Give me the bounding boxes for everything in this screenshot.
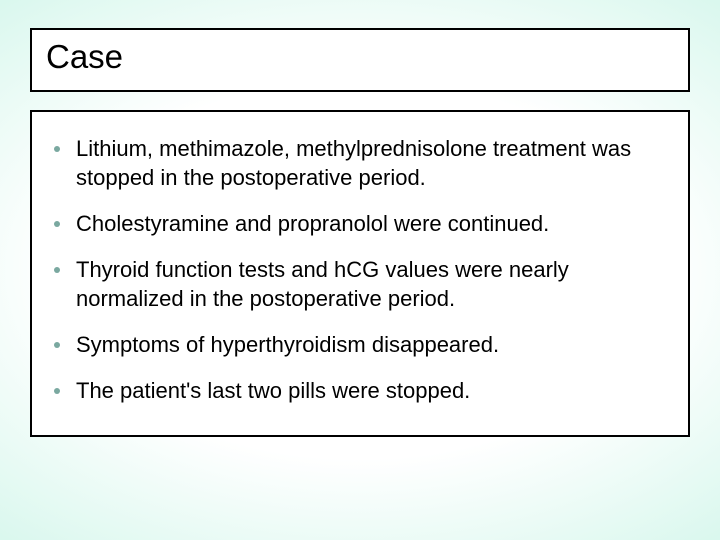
list-item: Cholestyramine and propranolol were cont… — [50, 200, 670, 246]
bullet-icon — [54, 388, 60, 394]
list-item: Symptoms of hyperthyroidism disappeared. — [50, 321, 670, 367]
slide: Case Lithium, methimazole, methylprednis… — [0, 0, 720, 540]
bullet-text: Symptoms of hyperthyroidism disappeared. — [76, 330, 499, 359]
bullet-icon — [54, 221, 60, 227]
bullet-list: Lithium, methimazole, methylprednisolone… — [50, 126, 670, 413]
title-box: Case — [30, 28, 690, 92]
bullet-text: Lithium, methimazole, methylprednisolone… — [76, 134, 670, 192]
list-item: Thyroid function tests and hCG values we… — [50, 246, 670, 321]
list-item: Lithium, methimazole, methylprednisolone… — [50, 126, 670, 200]
list-item: The patient's last two pills were stoppe… — [50, 367, 670, 413]
bullet-icon — [54, 267, 60, 273]
bullet-text: The patient's last two pills were stoppe… — [76, 376, 470, 405]
bullet-text: Cholestyramine and propranolol were cont… — [76, 209, 549, 238]
body-box: Lithium, methimazole, methylprednisolone… — [30, 110, 690, 437]
slide-title: Case — [46, 38, 674, 76]
bullet-text: Thyroid function tests and hCG values we… — [76, 255, 670, 313]
bullet-icon — [54, 146, 60, 152]
bullet-icon — [54, 342, 60, 348]
